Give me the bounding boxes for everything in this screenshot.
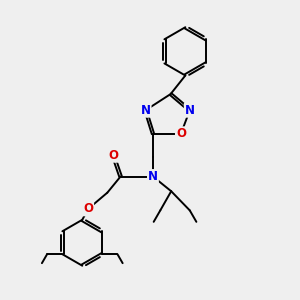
Text: N: N: [185, 104, 195, 117]
Text: N: N: [148, 170, 158, 183]
Text: N: N: [141, 104, 151, 117]
Text: O: O: [108, 149, 118, 162]
Text: O: O: [176, 127, 186, 140]
Text: O: O: [83, 202, 93, 215]
